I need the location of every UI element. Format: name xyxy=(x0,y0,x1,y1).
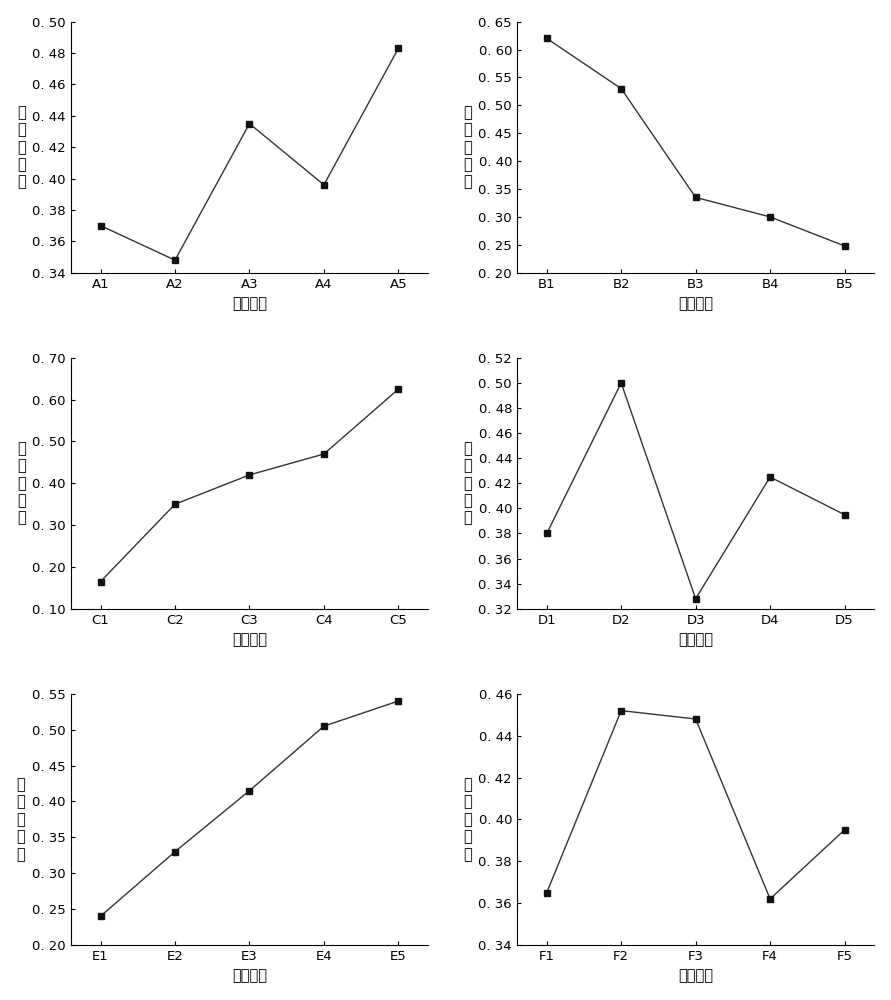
X-axis label: 因素水平: 因素水平 xyxy=(232,968,267,983)
X-axis label: 因素水平: 因素水平 xyxy=(678,632,713,647)
X-axis label: 因素水平: 因素水平 xyxy=(232,296,267,311)
Y-axis label: 相
对
接
近
度: 相 对 接 近 度 xyxy=(17,777,26,862)
X-axis label: 因素水平: 因素水平 xyxy=(232,632,267,647)
X-axis label: 因素水平: 因素水平 xyxy=(678,968,713,983)
Y-axis label: 相
对
接
近
度: 相 对 接 近 度 xyxy=(462,441,471,526)
Y-axis label: 相
对
接
近
度: 相 对 接 近 度 xyxy=(17,105,26,189)
X-axis label: 因素水平: 因素水平 xyxy=(678,296,713,311)
Y-axis label: 相
对
接
近
度: 相 对 接 近 度 xyxy=(462,105,471,189)
Y-axis label: 相
对
接
近
度: 相 对 接 近 度 xyxy=(17,441,26,526)
Y-axis label: 相
对
接
近
度: 相 对 接 近 度 xyxy=(463,777,471,862)
